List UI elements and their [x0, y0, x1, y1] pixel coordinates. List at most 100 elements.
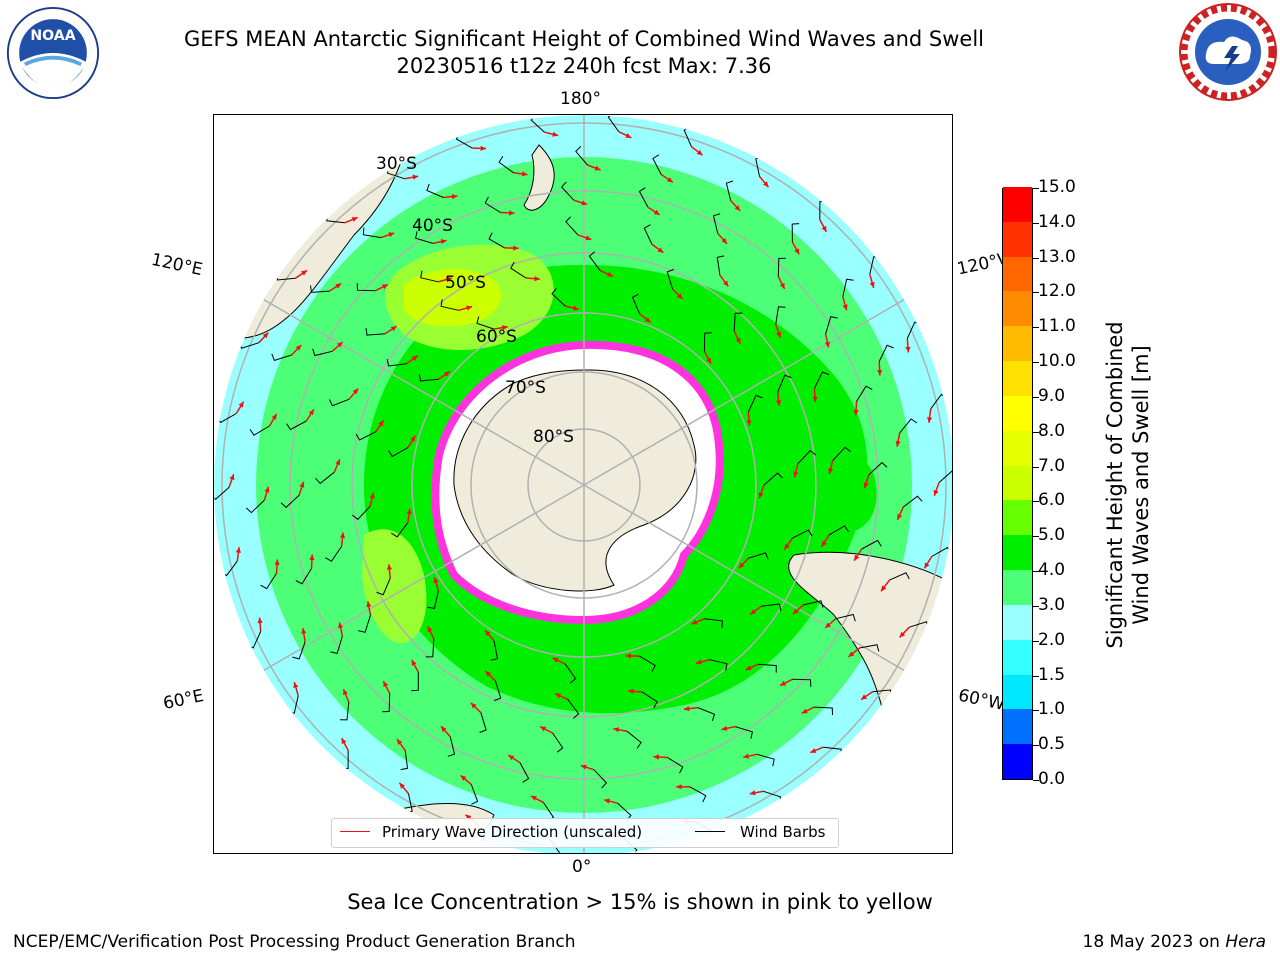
- wave-arrow-head: [666, 177, 673, 183]
- wind-barb: [310, 285, 330, 293]
- lon-label-60w: 60°W: [956, 685, 1005, 715]
- wind-barb: [292, 641, 306, 660]
- wave-arrow-head: [352, 388, 359, 395]
- colorbar: [1002, 186, 1033, 780]
- colorbar-tick-label: 3.0: [1038, 594, 1066, 615]
- colorbar-tick-label: 5.0: [1038, 525, 1066, 546]
- wind-barb: [575, 146, 588, 166]
- colorbar-cell: [1003, 395, 1032, 431]
- colorbar-tick-mark: [1033, 396, 1039, 398]
- wave-arrow-head: [335, 459, 341, 466]
- wind-barb: [758, 663, 777, 673]
- wave-arrow-head: [580, 764, 587, 770]
- wind-barb: [814, 371, 830, 389]
- wind-barb: [689, 786, 707, 803]
- wind-barb: [519, 762, 530, 783]
- colorbar-tick-label: 15.0: [1038, 177, 1076, 197]
- wave-arrow-head: [301, 270, 307, 276]
- wave-arrow-head: [235, 547, 241, 553]
- chart-title: GEFS MEAN Antarctic Significant Height o…: [183, 27, 985, 51]
- legend-barb-label: Wind Barbs: [740, 823, 826, 841]
- legend-barb-swatch: [695, 831, 725, 832]
- wind-barb: [365, 328, 385, 336]
- lat-label-60s: 60°S: [476, 327, 517, 347]
- wind-barb: [567, 699, 580, 719]
- wave-arrow-head: [683, 706, 690, 712]
- wind-barb: [271, 353, 292, 362]
- wind-barb: [593, 769, 608, 789]
- wave-arrow-head: [825, 622, 832, 628]
- wave-arrow-head: [779, 282, 785, 289]
- wind-barb: [295, 568, 312, 585]
- wind-barb: [498, 156, 514, 174]
- colorbar-tick-label: 0.5: [1038, 734, 1066, 755]
- wind-barb: [832, 446, 851, 461]
- wind-barb: [639, 655, 656, 672]
- colorbar-tick-label: 8.0: [1038, 420, 1066, 441]
- wave-arrow-head: [750, 609, 757, 615]
- wind-barb: [638, 187, 649, 208]
- wave-arrow-head: [721, 237, 727, 244]
- wave-arrow-head: [351, 217, 358, 222]
- wave-arrow-head: [749, 790, 756, 796]
- colorbar-tick-mark: [1033, 257, 1039, 259]
- wind-barb: [777, 374, 792, 392]
- colorbar-tick-label: 4.0: [1038, 560, 1066, 581]
- wave-arrow-head: [540, 726, 547, 732]
- wind-barb: [286, 420, 307, 431]
- wave-arrow-head: [555, 693, 561, 699]
- wave-arrow-head: [869, 282, 875, 288]
- wind-barb: [249, 425, 270, 436]
- wave-arrow-head: [336, 342, 343, 348]
- colorbar-tick-label: 9.0: [1038, 385, 1066, 406]
- wind-barb: [791, 223, 800, 243]
- wind-barb: [560, 181, 575, 201]
- wind-barb: [666, 268, 674, 290]
- lon-label-60e: 60°E: [161, 685, 206, 715]
- colorbar-tick-mark: [1033, 640, 1039, 642]
- colorbar-tick-mark: [1033, 571, 1039, 573]
- wind-barb: [716, 255, 725, 276]
- wind-barb: [641, 691, 658, 709]
- lon-label-0: 0°: [572, 857, 592, 877]
- wave-arrow-head: [366, 601, 372, 608]
- wind-barb: [734, 726, 753, 739]
- wave-arrow-head: [262, 332, 269, 339]
- wave-arrow-head: [502, 325, 508, 331]
- wind-barb: [387, 447, 409, 458]
- wave-arrow-head: [444, 371, 450, 377]
- colorbar-tick-mark: [1033, 327, 1039, 329]
- colorbar-cell: [1003, 708, 1032, 745]
- wind-barb: [280, 494, 300, 509]
- wave-arrow-head: [369, 492, 375, 499]
- wave-arrow-head: [905, 346, 911, 353]
- colorbar-tick-label: 14.0: [1038, 211, 1076, 232]
- wave-arrow-head: [299, 481, 305, 488]
- colorbar-tick-label: 12.0: [1038, 281, 1076, 302]
- wave-arrow-head: [861, 694, 867, 700]
- wave-arrow-head: [793, 471, 799, 478]
- chart-subtitle: 20230516 t12z 240h fcst Max: 7.36: [396, 54, 772, 78]
- wave-arrow-head: [509, 210, 515, 216]
- wind-barb: [427, 590, 439, 609]
- wave-arrow-head: [508, 755, 515, 761]
- wave-arrow-head: [842, 304, 848, 311]
- colorbar-tick-label: 1.0: [1038, 699, 1066, 720]
- lat-label-40s: 40°S: [412, 216, 453, 236]
- wind-barb: [551, 287, 566, 307]
- lon-label-180: 180°: [560, 89, 601, 109]
- wind-barb: [733, 312, 743, 332]
- wind-barb: [902, 495, 923, 508]
- wind-barb: [792, 678, 812, 687]
- wave-arrow-head: [758, 492, 764, 499]
- wave-arrow-head: [411, 355, 418, 361]
- wave-arrow-head: [801, 708, 808, 714]
- field-5-6m-west: [362, 529, 427, 644]
- wave-arrow-head: [746, 420, 752, 426]
- colorbar-cell: [1003, 499, 1032, 536]
- wind-barb: [490, 640, 499, 661]
- wind-barb: [756, 753, 775, 767]
- colorbar-label: Significant Height of Combined Wind Wave…: [1102, 321, 1154, 648]
- colorbar-tick-label: 2.0: [1038, 629, 1066, 650]
- wave-arrow-head: [735, 337, 741, 344]
